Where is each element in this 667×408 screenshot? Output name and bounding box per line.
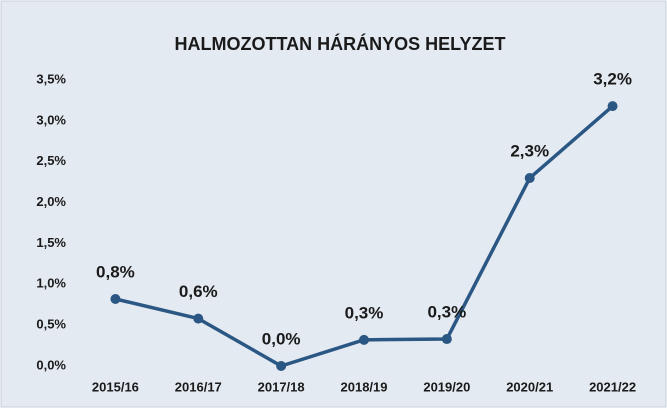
x-tick-label: 2019/20 [423, 379, 470, 394]
point [110, 293, 121, 304]
point [276, 361, 287, 371]
value-label: 0,0% [262, 329, 301, 348]
x-tick-label: 2016/17 [175, 379, 222, 394]
x-tick-label: 2015/16 [92, 379, 139, 394]
chart-title: HALMOZOTTAN HÁRÁNYOS HELYZET [175, 33, 506, 54]
y-tick-label: 2,0% [36, 194, 66, 209]
y-tick-label: 1,5% [36, 235, 66, 250]
y-tick-label: 2,5% [36, 153, 66, 168]
value-label: 0,3% [427, 303, 466, 322]
y-tick-label: 3,5% [36, 71, 66, 86]
y-tick-label: 0,5% [36, 317, 66, 332]
point [441, 334, 452, 345]
point [524, 173, 535, 184]
x-tick-label: 2017/18 [258, 379, 305, 394]
point [359, 334, 369, 345]
point [193, 313, 204, 324]
y-tick-label: 3,0% [36, 112, 66, 127]
x-tick-label: 2020/21 [506, 379, 553, 394]
point [607, 101, 618, 112]
value-label: 0,3% [345, 303, 384, 322]
x-tick-label: 2018/19 [341, 379, 388, 394]
y-tick-label: 1,0% [36, 276, 66, 291]
y-tick-label: 0,0% [36, 357, 66, 372]
value-label: 0,6% [179, 282, 218, 301]
value-label: 0,8% [96, 262, 135, 281]
value-label: 2,3% [510, 142, 549, 161]
value-label: 3,2% [593, 70, 632, 89]
x-tick-label: 2021/22 [589, 379, 636, 394]
